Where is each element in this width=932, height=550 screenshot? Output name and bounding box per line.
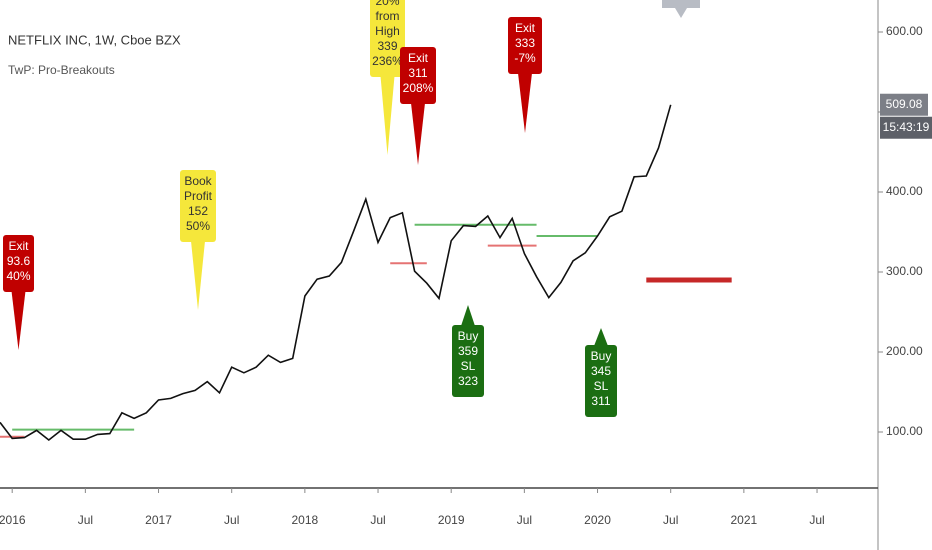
countdown-tag bbox=[880, 116, 932, 139]
y-tick-label: 100.00 bbox=[886, 424, 923, 438]
signal-text: 311 bbox=[408, 66, 427, 80]
y-tick-label: 300.00 bbox=[886, 264, 923, 278]
signal-text: 359 bbox=[458, 344, 478, 358]
signal-arrow bbox=[518, 73, 532, 133]
x-tick-label: Jul bbox=[224, 513, 239, 527]
signal-text: Exit bbox=[515, 21, 536, 35]
x-tick-label: Jul bbox=[663, 513, 678, 527]
signal-text: Book bbox=[184, 174, 212, 188]
signal-text: 208% bbox=[403, 81, 434, 95]
x-tick-label: Jul bbox=[517, 513, 532, 527]
signal-box bbox=[3, 235, 34, 292]
signal-text: 20% bbox=[375, 0, 399, 8]
x-tick-label: 2017 bbox=[145, 513, 172, 527]
y-tick-label: 200.00 bbox=[886, 344, 923, 358]
indicator-name: TwP: Pro-Breakouts bbox=[8, 63, 115, 77]
signal-text: High bbox=[375, 24, 400, 38]
signal-text: 152 bbox=[188, 204, 208, 218]
x-tick-label: 2018 bbox=[292, 513, 319, 527]
x-tick-label: Jul bbox=[809, 513, 824, 527]
chart-title: NETFLIX INC, 1W, Cboe BZX bbox=[8, 32, 181, 47]
signal-box bbox=[508, 17, 542, 74]
signal-text: Buy bbox=[591, 349, 612, 363]
signal-text: Profit bbox=[184, 189, 213, 203]
x-tick-label: 2021 bbox=[731, 513, 758, 527]
y-tick-label: 600.00 bbox=[886, 24, 923, 38]
x-tick-label: Jul bbox=[370, 513, 385, 527]
signal-box bbox=[180, 170, 216, 242]
y-tick-label: 400.00 bbox=[886, 184, 923, 198]
signal-text: from bbox=[376, 9, 400, 23]
x-tick-label: Jul bbox=[78, 513, 93, 527]
signal-arrow bbox=[461, 305, 475, 326]
countdown-label: 15:43:19 bbox=[883, 120, 930, 134]
last-price-label: 509.08 bbox=[886, 97, 923, 111]
signal-text: -7% bbox=[514, 51, 536, 65]
signal-text: 311 bbox=[591, 394, 610, 408]
signal-text: 345 bbox=[591, 364, 611, 378]
price-line bbox=[0, 104, 672, 442]
signal-text: Exit bbox=[8, 239, 29, 253]
signal-text: 323 bbox=[458, 374, 478, 388]
signal-arrow bbox=[191, 241, 205, 310]
signal-box bbox=[585, 345, 617, 417]
x-tick-label: 2016 bbox=[0, 513, 26, 527]
signal-box bbox=[400, 47, 436, 104]
signal-text: SL bbox=[594, 379, 609, 393]
signal-box bbox=[452, 325, 484, 397]
signal-text: Exit bbox=[408, 51, 429, 65]
signal-arrow bbox=[594, 328, 608, 346]
x-tick-label: 2019 bbox=[438, 513, 465, 527]
last-price-tag bbox=[880, 93, 928, 116]
x-tick-label: 2020 bbox=[584, 513, 611, 527]
signal-text: 93.6 bbox=[7, 254, 31, 268]
signal-text: 50% bbox=[186, 219, 210, 233]
signal-text: Buy bbox=[458, 329, 479, 343]
signal-arrow bbox=[411, 103, 425, 165]
signal-box bbox=[370, 0, 405, 77]
signal-text: 333 bbox=[515, 36, 535, 50]
signal-arrow bbox=[380, 76, 395, 155]
signal-text: 339 bbox=[377, 39, 397, 53]
signal-text: 40% bbox=[6, 269, 30, 283]
signal-text: SL bbox=[461, 359, 476, 373]
marker-arrow bbox=[662, 0, 700, 18]
signal-arrow bbox=[11, 291, 26, 350]
signal-text: 236% bbox=[372, 54, 403, 68]
